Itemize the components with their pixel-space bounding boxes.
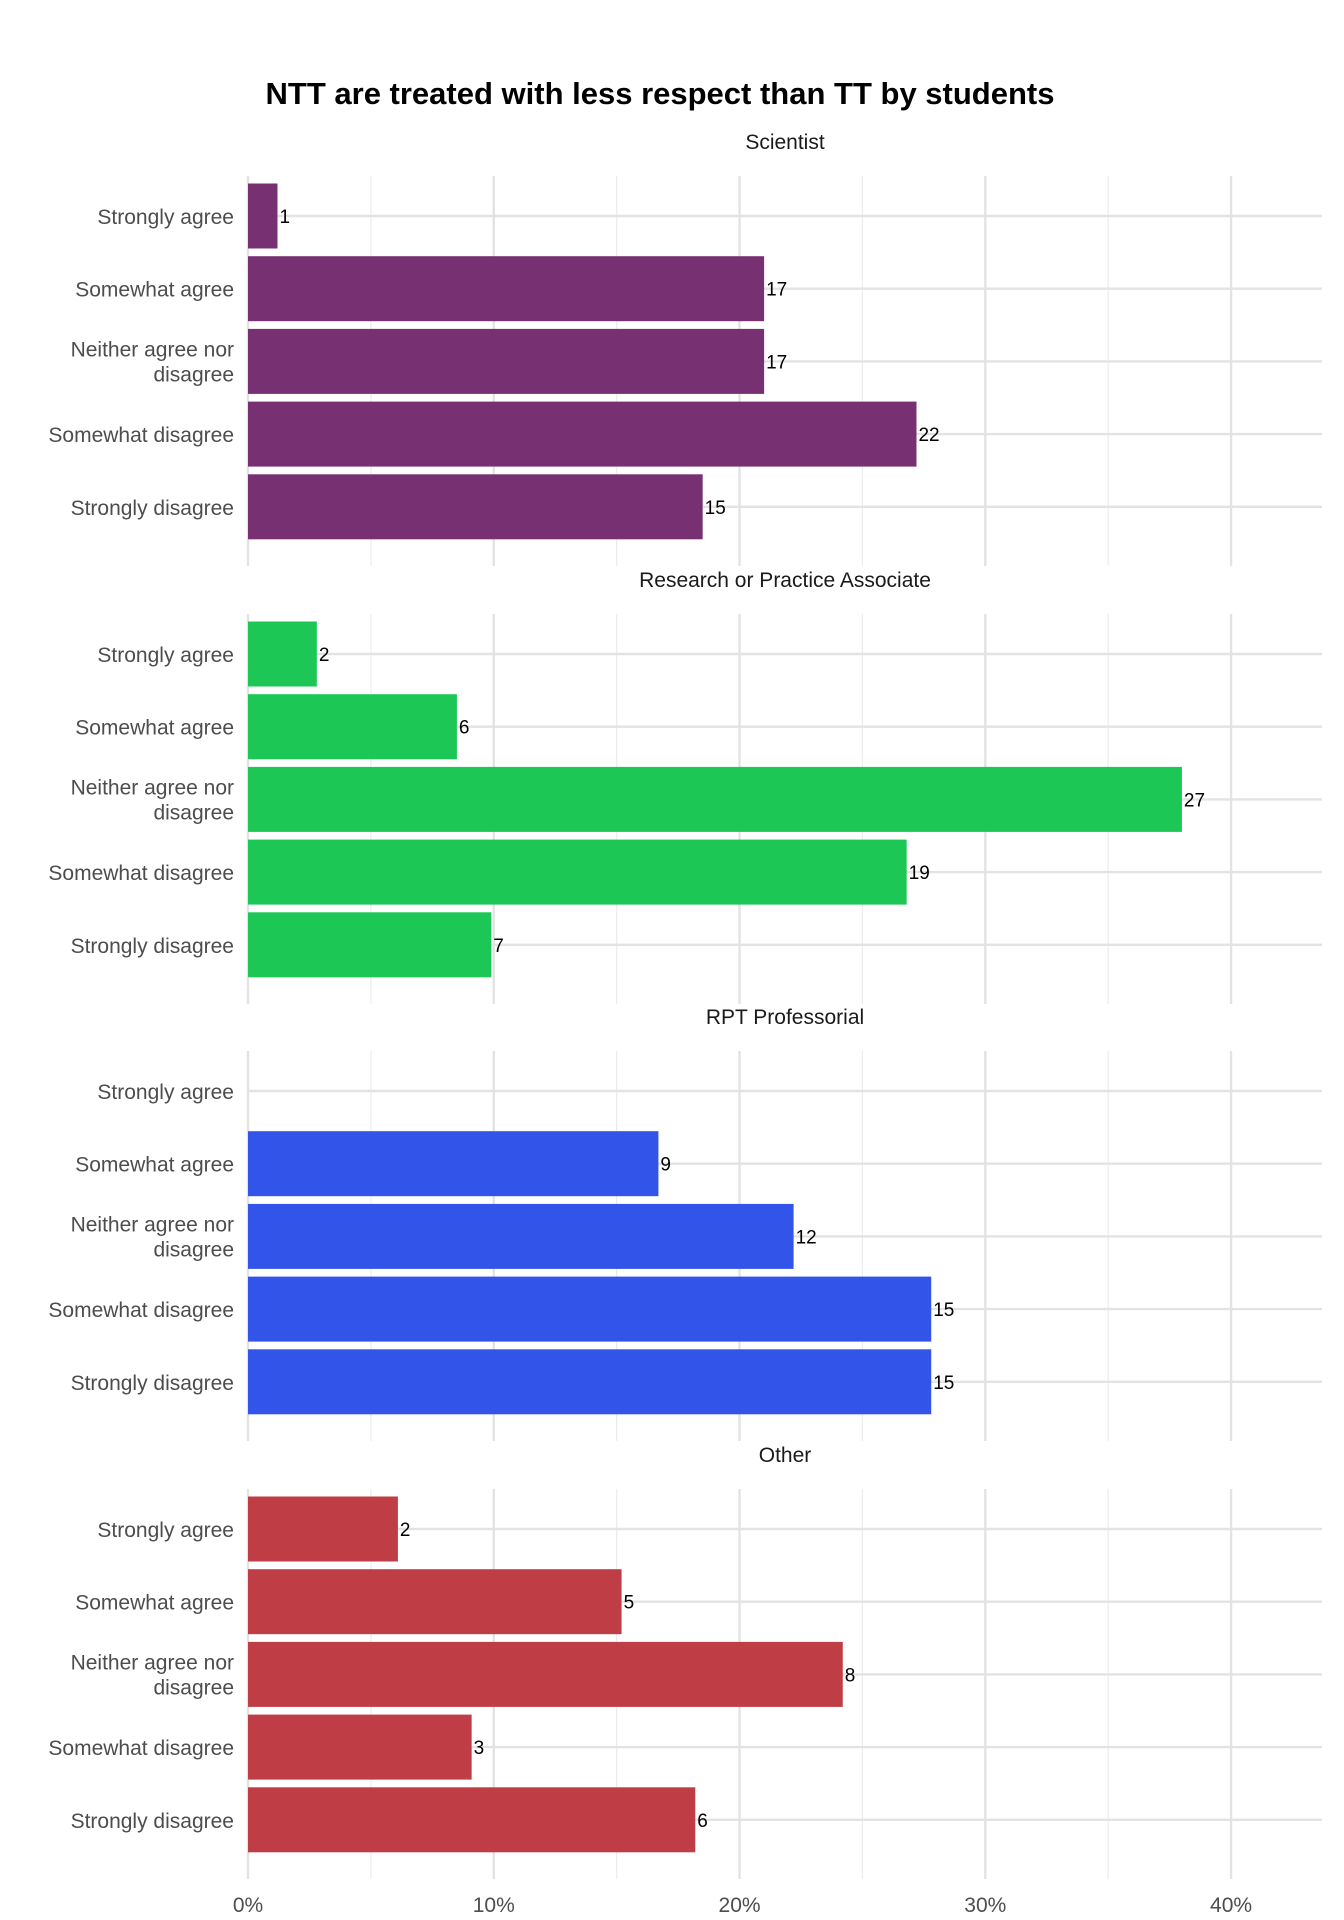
bar xyxy=(248,1641,843,1707)
bar-value-label: 27 xyxy=(1184,790,1205,811)
category-label: Somewhat agree xyxy=(75,717,234,740)
bar-value-label: 15 xyxy=(933,1373,954,1394)
bar-value-label: 17 xyxy=(766,280,787,301)
category-label: Neither agree nor disagree xyxy=(71,776,234,824)
bar-value-label: 6 xyxy=(459,718,470,739)
category-label: Somewhat agree xyxy=(75,1592,234,1615)
bar xyxy=(248,839,907,905)
category-label: Somewhat disagree xyxy=(48,1737,234,1760)
bar xyxy=(248,1131,659,1197)
bar xyxy=(248,474,703,540)
bar-value-label: 15 xyxy=(933,1300,954,1321)
bar-value-label: 2 xyxy=(319,645,330,666)
bar xyxy=(248,766,1182,832)
bar xyxy=(248,328,765,394)
bar xyxy=(248,1349,932,1415)
category-label: Somewhat agree xyxy=(75,279,234,302)
category-label: Strongly agree xyxy=(97,644,234,667)
bar-value-label: 19 xyxy=(909,863,930,884)
category-label: Strongly disagree xyxy=(71,497,234,520)
facet-strip-label: Other xyxy=(759,1444,812,1467)
bar xyxy=(248,401,917,467)
bar-value-label: 2 xyxy=(400,1520,411,1541)
bar-value-label: 9 xyxy=(660,1155,671,1176)
category-label: Neither agree nor disagree xyxy=(71,338,234,386)
panel-other: Other 2 Strongly agree 5 Somewhat agree 8 Neit… xyxy=(48,1444,1322,1879)
bar xyxy=(248,1496,398,1562)
bar-value-label: 6 xyxy=(697,1811,708,1832)
bar xyxy=(248,256,765,322)
category-label: Somewhat disagree xyxy=(48,424,234,447)
x-tick-label: 40% xyxy=(1210,1894,1252,1917)
bar xyxy=(248,621,317,687)
x-tick-label: 10% xyxy=(473,1894,515,1917)
bar-value-label: 5 xyxy=(624,1593,635,1614)
bar-value-label: 7 xyxy=(493,936,504,957)
bar-value-label: 1 xyxy=(279,207,290,228)
bar xyxy=(248,694,457,760)
category-label: Strongly disagree xyxy=(71,1810,234,1833)
category-label: Strongly agree xyxy=(97,1519,234,1542)
bar xyxy=(248,1714,472,1780)
x-tick-label: 0% xyxy=(233,1894,263,1917)
bar xyxy=(248,183,278,249)
category-label: Neither agree nor disagree xyxy=(71,1213,234,1261)
category-label: Strongly agree xyxy=(97,206,234,229)
bar xyxy=(248,1569,622,1635)
bar xyxy=(248,912,492,978)
x-tick-label: 30% xyxy=(964,1894,1006,1917)
panel-research-or-practice-associate: Research or Practice Associate 2 Strongly … xyxy=(48,569,1322,1004)
facet-strip-label: RPT Professorial xyxy=(706,1006,864,1029)
category-label: Strongly agree xyxy=(97,1081,234,1104)
x-tick-label: 20% xyxy=(719,1894,761,1917)
bar xyxy=(248,1203,794,1269)
bar-value-label: 8 xyxy=(845,1665,856,1686)
category-label: Somewhat agree xyxy=(75,1154,234,1177)
bar-value-label: 17 xyxy=(766,352,787,373)
bar-value-label: 22 xyxy=(918,425,939,446)
category-label: Neither agree nor disagree xyxy=(71,1651,234,1699)
category-label: Somewhat disagree xyxy=(48,1299,234,1322)
bar xyxy=(248,1276,932,1342)
facet-strip-label: Research or Practice Associate xyxy=(639,569,931,592)
category-label: Somewhat disagree xyxy=(48,862,234,885)
category-label: Strongly disagree xyxy=(71,935,234,958)
category-label: Strongly disagree xyxy=(71,1372,234,1395)
facet-strip-label: Scientist xyxy=(745,131,825,154)
chart-panels: Scientist 1 Strongly agree 17 Somewhat agree… xyxy=(48,131,1322,1917)
bar-value-label: 3 xyxy=(474,1738,485,1759)
chart-title: NTT are treated with less respect than T… xyxy=(266,76,1055,111)
bar xyxy=(248,1787,696,1853)
bar-value-label: 12 xyxy=(796,1227,817,1248)
panel-scientist: Scientist 1 Strongly agree 17 Somewhat agree… xyxy=(48,131,1322,566)
bar-value-label: 15 xyxy=(705,498,726,519)
panel-rpt-professorial: RPT Professorial Strongly agree 9 Somewhat … xyxy=(48,1006,1322,1441)
